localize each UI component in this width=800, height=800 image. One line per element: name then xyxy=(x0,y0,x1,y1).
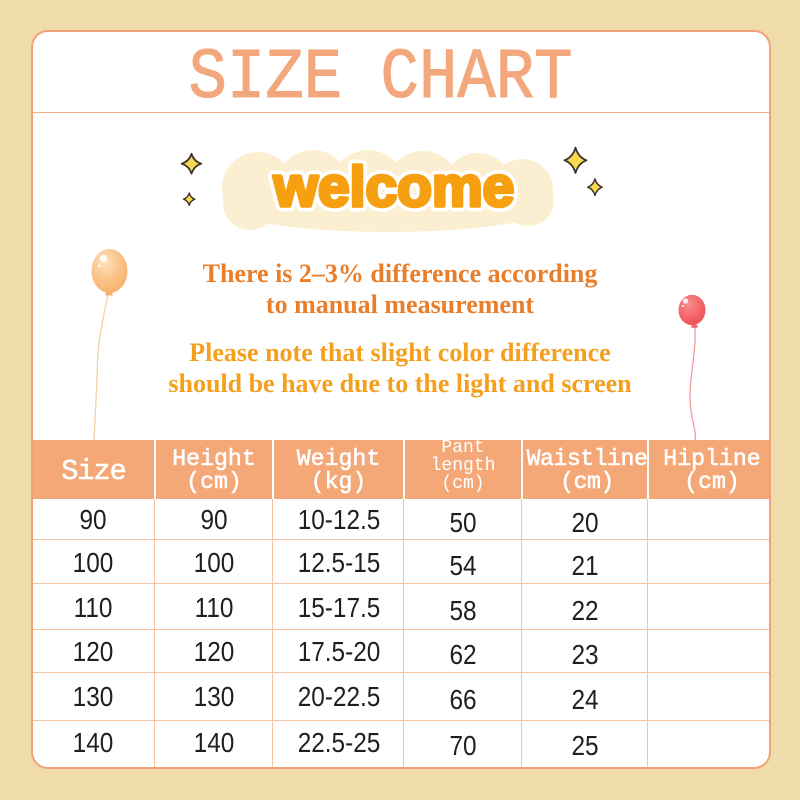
svg-text:welcome: welcome xyxy=(273,155,515,219)
svg-text:welcome: welcome xyxy=(273,155,515,219)
